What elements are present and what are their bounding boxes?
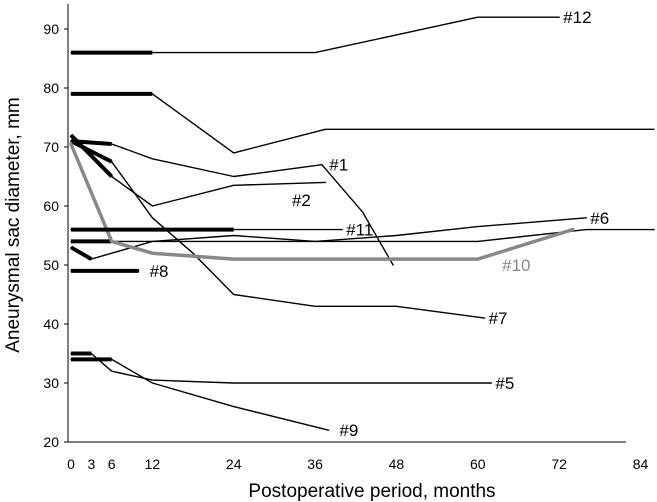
series-line-6 bbox=[70, 217, 587, 260]
series-label-6: #6 bbox=[590, 209, 609, 228]
axes-layer bbox=[67, 4, 626, 443]
y-tick-label: 90 bbox=[43, 21, 59, 37]
y-axis-label: Aneurysmal sac diameter, mm bbox=[3, 97, 24, 353]
x-tick-label: 24 bbox=[226, 456, 242, 472]
series-emphasis-6 bbox=[69, 245, 93, 261]
series-label-12: #12 bbox=[563, 8, 591, 27]
y-tick-label: 80 bbox=[43, 80, 59, 96]
x-tick-label: 36 bbox=[307, 456, 323, 472]
series-label-5: #5 bbox=[495, 374, 514, 393]
y-tick-labels: 20 30 40 50 60 70 80 90 bbox=[43, 21, 68, 450]
series-line-1 bbox=[70, 140, 394, 266]
series-label-2: #2 bbox=[292, 191, 311, 210]
y-tick-label: 60 bbox=[43, 198, 59, 214]
series-label-11: #11 bbox=[346, 221, 373, 240]
x-tick-labels: 0 3 6 12 24 36 48 60 72 84 bbox=[67, 456, 648, 472]
series-line-7 bbox=[70, 140, 486, 319]
series-line-12 bbox=[70, 16, 560, 54]
x-tick-label: 48 bbox=[389, 456, 405, 472]
series-labels: #1#2#3#4#5#6#7#8#9#10#11#12 bbox=[150, 8, 610, 440]
series-label-7: #7 bbox=[489, 309, 508, 328]
series-line-10 bbox=[69, 142, 575, 261]
series-label-1: #1 bbox=[329, 156, 348, 175]
y-tick-label: 30 bbox=[43, 375, 59, 391]
x-tick-label: 0 bbox=[67, 456, 75, 472]
series-emphasis-7 bbox=[70, 139, 113, 164]
x-axis-label: Postoperative period, months bbox=[248, 481, 495, 502]
x-tick-label: 12 bbox=[145, 456, 161, 472]
series-layer bbox=[69, 16, 655, 431]
x-tick-label: 6 bbox=[108, 456, 116, 472]
x-tick-label: 60 bbox=[470, 456, 486, 472]
series-label-10: #10 bbox=[502, 256, 530, 275]
series-line-3 bbox=[70, 93, 655, 154]
series-label-8: #8 bbox=[150, 262, 169, 281]
series-line-5 bbox=[70, 352, 493, 384]
y-tick-label: 50 bbox=[43, 257, 59, 273]
x-tick-label: 72 bbox=[551, 456, 567, 472]
y-tick-label: 70 bbox=[43, 139, 59, 155]
x-tick-label: 84 bbox=[633, 456, 649, 472]
y-tick-label: 20 bbox=[43, 434, 59, 450]
y-tick-label: 40 bbox=[43, 316, 59, 332]
x-tick-label: 3 bbox=[87, 456, 95, 472]
series-label-9: #9 bbox=[339, 421, 358, 440]
series-emphasis-2 bbox=[69, 133, 114, 178]
